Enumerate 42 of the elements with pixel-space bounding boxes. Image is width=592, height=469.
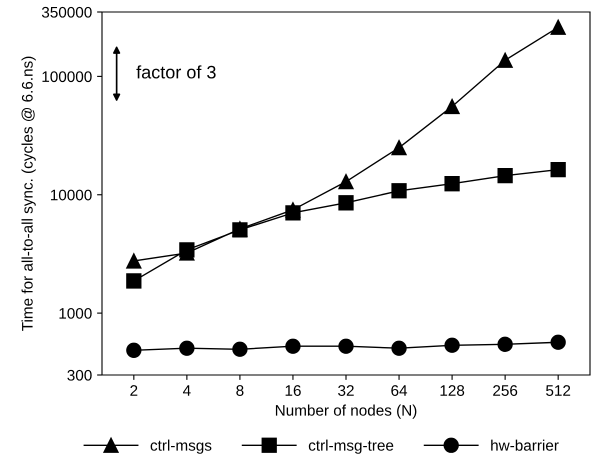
point — [338, 174, 354, 190]
x-tick-label: 2 — [130, 385, 138, 396]
point — [497, 168, 513, 184]
point — [550, 334, 566, 350]
point — [338, 338, 354, 354]
point — [232, 342, 248, 357]
x-tick-label: 64 — [391, 385, 408, 396]
y-tick-label: 300 — [67, 370, 92, 381]
y-axis-title: Time for all-to-all sync. (cycles @ 6.6.ns) — [22, 56, 36, 331]
y-tick-label: 100000 — [42, 71, 92, 82]
point — [285, 338, 301, 354]
x-axis-title: Number of nodes (N) — [276, 404, 416, 419]
point — [550, 162, 566, 178]
point — [444, 338, 460, 353]
point — [391, 140, 407, 156]
y-tick-label: 10000 — [50, 190, 92, 200]
point — [285, 202, 301, 218]
point — [497, 336, 513, 352]
x-tick-label: 128 — [440, 385, 464, 396]
x-tick-label: 8 — [236, 385, 244, 396]
y-tick-label: 350000 — [42, 6, 92, 18]
annotation: factor of 3 — [136, 65, 216, 79]
point — [550, 20, 566, 35]
x-tick-label: 16 — [286, 385, 301, 396]
point — [126, 273, 142, 289]
point — [338, 195, 354, 210]
point — [179, 340, 195, 356]
point — [126, 253, 142, 269]
point — [497, 52, 513, 68]
legend-label: ctrl-msgs — [150, 440, 212, 454]
point — [126, 342, 142, 358]
x-tick-label: 4 — [182, 385, 191, 396]
y-tick-label: 1000 — [59, 308, 92, 319]
point — [444, 98, 460, 114]
point — [391, 340, 407, 356]
x-tick-label: 512 — [546, 385, 570, 396]
point — [444, 176, 460, 192]
x-tick-label: 32 — [338, 385, 354, 396]
x-tick-label: 256 — [493, 385, 518, 396]
legend-label: ctrl-msg-tree — [308, 440, 394, 454]
point — [391, 183, 407, 198]
legend-label: hw-barrier — [491, 440, 559, 451]
